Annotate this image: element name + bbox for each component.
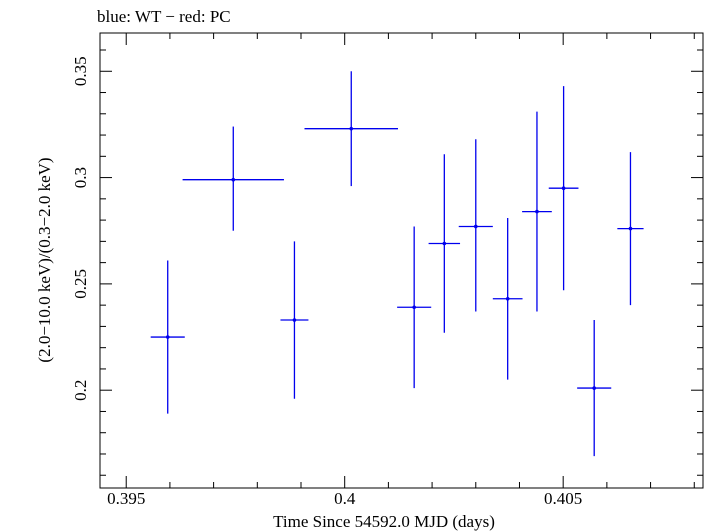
data-point: [150, 260, 185, 414]
data-point: [428, 154, 461, 333]
data-point: [304, 71, 399, 187]
data-marker: [349, 126, 354, 131]
axis-ticks: 0.395 0.4 0.405 0.2 0.25 0.3 0.35: [71, 33, 703, 508]
data-marker: [473, 224, 478, 229]
data-marker: [505, 296, 510, 301]
x-axis-label: Time Since 54592.0 MJD (days): [273, 512, 495, 531]
y-tick-label: 0.2: [71, 380, 90, 401]
chart-title: blue: WT − red: PC: [97, 7, 231, 26]
data-marker: [561, 186, 566, 191]
data-marker: [165, 335, 170, 339]
y-tick-label: 0.25: [71, 269, 90, 299]
data-point: [458, 139, 493, 312]
x-tick-label: 0.4: [334, 489, 356, 508]
data-marker: [592, 386, 596, 390]
data-point: [617, 152, 644, 306]
data-marker: [442, 241, 447, 246]
data-point: [548, 86, 579, 291]
data-point: [522, 111, 552, 312]
x-tick-label: 0.405: [544, 489, 582, 508]
data-point: [182, 126, 284, 231]
y-axis-label: (2.0−10.0 keV)/(0.3−2.0 keV): [35, 157, 54, 362]
y-tick-label: 0.35: [71, 56, 90, 86]
data-marker: [231, 177, 236, 182]
x-tick-label: 0.395: [107, 489, 145, 508]
data-point: [492, 217, 523, 380]
data-points: [150, 71, 644, 457]
data-marker: [412, 305, 416, 310]
data-point: [577, 320, 612, 457]
data-marker: [628, 226, 633, 231]
data-point: [397, 226, 432, 389]
data-marker: [535, 209, 539, 214]
plot-frame: [99, 32, 704, 489]
data-point: [280, 241, 309, 399]
y-tick-label: 0.3: [71, 167, 90, 188]
data-marker: [292, 318, 297, 322]
